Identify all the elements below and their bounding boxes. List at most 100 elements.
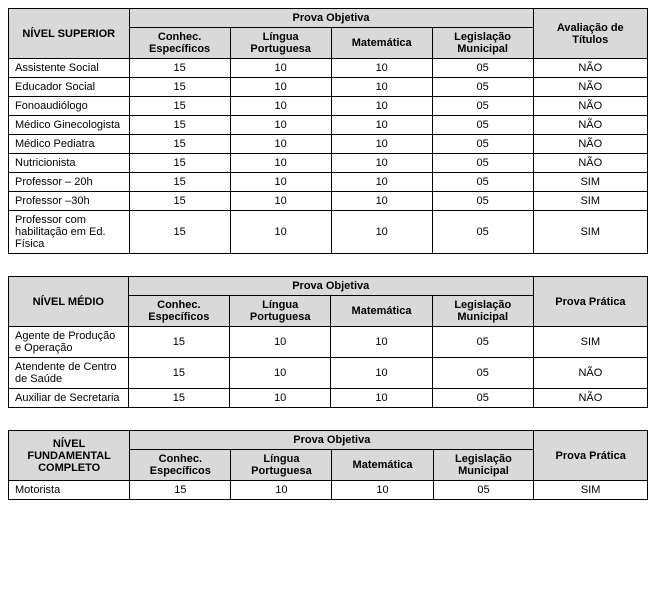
table-superior: NÍVEL SUPERIOR Prova Objetiva Avaliação … bbox=[8, 8, 648, 254]
cell: 10 bbox=[231, 481, 332, 500]
cell: 10 bbox=[332, 481, 433, 500]
table-row: Assistente Social 15 10 10 05 NÃO bbox=[9, 59, 648, 78]
cell: 05 bbox=[432, 389, 533, 408]
row-label: Assistente Social bbox=[9, 59, 130, 78]
col-header: Língua Portuguesa bbox=[230, 28, 331, 59]
cell: 10 bbox=[230, 97, 331, 116]
cell-extra: NÃO bbox=[533, 59, 647, 78]
group-header: Prova Objetiva bbox=[130, 431, 534, 450]
cell: 15 bbox=[129, 78, 230, 97]
cell: 05 bbox=[432, 116, 533, 135]
cell-extra: SIM bbox=[533, 327, 647, 358]
cell: 15 bbox=[128, 327, 229, 358]
cell-extra: NÃO bbox=[533, 154, 647, 173]
cell-extra: SIM bbox=[533, 211, 647, 254]
cell: 15 bbox=[129, 211, 230, 254]
row-label: Nutricionista bbox=[9, 154, 130, 173]
cell: 10 bbox=[331, 211, 432, 254]
cell: 05 bbox=[432, 173, 533, 192]
cell-extra: NÃO bbox=[533, 135, 647, 154]
cell-extra: SIM bbox=[533, 173, 647, 192]
table-row: Professor –30h 15 10 10 05 SIM bbox=[9, 192, 648, 211]
extra-col-header: Prova Prática bbox=[533, 277, 647, 327]
cell-extra: NÃO bbox=[533, 116, 647, 135]
col-header: Matemática bbox=[332, 450, 433, 481]
cell: 05 bbox=[433, 481, 534, 500]
row-label: Agente de Produção e Operação bbox=[9, 327, 129, 358]
group-header: Prova Objetiva bbox=[129, 9, 533, 28]
cell: 10 bbox=[230, 173, 331, 192]
cell: 10 bbox=[331, 358, 432, 389]
row-label: Atendente de Centro de Saúde bbox=[9, 358, 129, 389]
level-header: NÍVEL MÉDIO bbox=[9, 277, 129, 327]
group-header: Prova Objetiva bbox=[128, 277, 533, 296]
cell: 10 bbox=[331, 116, 432, 135]
col-header: Língua Portuguesa bbox=[231, 450, 332, 481]
cell-extra: NÃO bbox=[533, 389, 647, 408]
cell: 10 bbox=[230, 389, 331, 408]
col-header: Legislação Municipal bbox=[433, 450, 534, 481]
cell-extra: SIM bbox=[534, 481, 648, 500]
cell: 10 bbox=[331, 78, 432, 97]
row-label: Fonoaudiólogo bbox=[9, 97, 130, 116]
cell: 15 bbox=[128, 389, 229, 408]
cell: 05 bbox=[432, 78, 533, 97]
cell: 10 bbox=[331, 327, 432, 358]
cell: 10 bbox=[230, 192, 331, 211]
cell: 05 bbox=[432, 211, 533, 254]
level-header: NÍVEL SUPERIOR bbox=[9, 9, 130, 59]
cell: 10 bbox=[331, 135, 432, 154]
cell: 15 bbox=[129, 135, 230, 154]
col-header: Legislação Municipal bbox=[432, 296, 533, 327]
cell: 10 bbox=[230, 211, 331, 254]
row-label: Médico Pediatra bbox=[9, 135, 130, 154]
cell: 05 bbox=[432, 135, 533, 154]
cell: 15 bbox=[129, 59, 230, 78]
row-label: Professor com habilitação em Ed. Física bbox=[9, 211, 130, 254]
cell: 15 bbox=[129, 192, 230, 211]
row-label: Educador Social bbox=[9, 78, 130, 97]
cell: 05 bbox=[432, 97, 533, 116]
cell-extra: SIM bbox=[533, 192, 647, 211]
col-header: Conhec. Específicos bbox=[130, 450, 231, 481]
table-fundamental: NÍVEL FUNDAMENTAL COMPLETO Prova Objetiv… bbox=[8, 430, 648, 500]
cell: 15 bbox=[130, 481, 231, 500]
table-row: Fonoaudiólogo 15 10 10 05 NÃO bbox=[9, 97, 648, 116]
col-header: Matemática bbox=[331, 296, 432, 327]
col-header: Legislação Municipal bbox=[432, 28, 533, 59]
cell: 10 bbox=[230, 358, 331, 389]
table-medio: NÍVEL MÉDIO Prova Objetiva Prova Prática… bbox=[8, 276, 648, 408]
table-row: Médico Pediatra 15 10 10 05 NÃO bbox=[9, 135, 648, 154]
cell: 10 bbox=[230, 154, 331, 173]
cell: 10 bbox=[230, 327, 331, 358]
cell: 10 bbox=[331, 97, 432, 116]
cell: 10 bbox=[331, 192, 432, 211]
cell: 05 bbox=[432, 358, 533, 389]
cell: 05 bbox=[432, 327, 533, 358]
cell: 05 bbox=[432, 192, 533, 211]
row-label: Professor –30h bbox=[9, 192, 130, 211]
cell: 15 bbox=[129, 154, 230, 173]
row-label: Médico Ginecologista bbox=[9, 116, 130, 135]
col-header: Conhec. Específicos bbox=[129, 28, 230, 59]
table-row: Auxiliar de Secretaria 15 10 10 05 NÃO bbox=[9, 389, 648, 408]
cell-extra: NÃO bbox=[533, 97, 647, 116]
cell: 10 bbox=[230, 59, 331, 78]
table-row: Professor – 20h 15 10 10 05 SIM bbox=[9, 173, 648, 192]
col-header: Conhec. Específicos bbox=[128, 296, 229, 327]
table-row: Nutricionista 15 10 10 05 NÃO bbox=[9, 154, 648, 173]
table-row: Médico Ginecologista 15 10 10 05 NÃO bbox=[9, 116, 648, 135]
extra-col-header: Prova Prática bbox=[534, 431, 648, 481]
row-label: Auxiliar de Secretaria bbox=[9, 389, 129, 408]
cell: 10 bbox=[331, 389, 432, 408]
table-row: Educador Social 15 10 10 05 NÃO bbox=[9, 78, 648, 97]
col-header: Matemática bbox=[331, 28, 432, 59]
cell-extra: NÃO bbox=[533, 358, 647, 389]
cell: 15 bbox=[128, 358, 229, 389]
cell: 15 bbox=[129, 97, 230, 116]
cell: 10 bbox=[331, 59, 432, 78]
cell: 10 bbox=[230, 78, 331, 97]
table-row: Atendente de Centro de Saúde 15 10 10 05… bbox=[9, 358, 648, 389]
cell: 10 bbox=[230, 116, 331, 135]
cell: 10 bbox=[331, 173, 432, 192]
